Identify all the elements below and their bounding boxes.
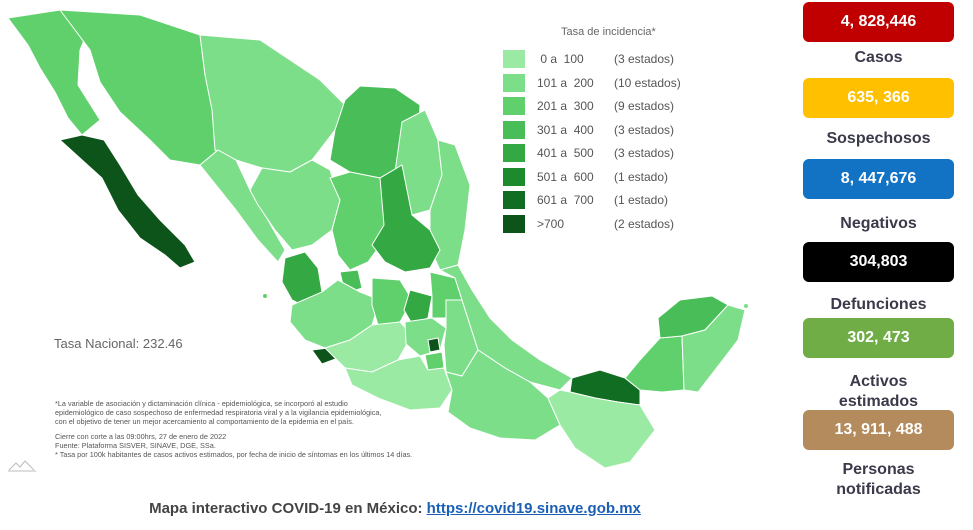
rate-note: * Tasa por 100k habitantes de casos acti… [55,450,413,460]
state-quintana-roo[interactable] [681,304,746,393]
mountain-logo-icon [8,460,36,472]
stat-value-box: 304,803 [803,242,954,282]
stat-value-box: 302, 473 [803,318,954,358]
cutoff-note: Cierre con corte a las 09:00hrs, 27 de e… [55,431,227,441]
mexico-incidence-map [7,9,748,469]
stat-label: Casos [854,49,903,66]
legend-title: Tasa de incidencia* [561,26,656,38]
legend-row: 401 a 500 (3 estados) [503,144,733,164]
state-morelos[interactable] [424,351,445,371]
legend-range: 201 a 300 [537,99,594,113]
legend-swatch [503,214,525,233]
legend-range: 401 a 500 [537,146,594,160]
footer: Mapa interactivo COVID-19 en México: htt… [0,500,790,517]
legend-range: 601 a 700 [537,193,594,207]
legend-row: 0 a 100 (3 estados) [503,50,733,70]
state-san-luis-potosi[interactable] [371,164,441,273]
legend-swatch [503,50,525,68]
legend-count: (9 estados) [614,99,675,113]
footer-link[interactable]: https://covid19.sinave.gob.mx [426,500,641,517]
island-marker [744,304,748,308]
stat-value-box: 13, 911, 488 [803,410,954,450]
legend-row: 201 a 300 (9 estados) [503,97,733,117]
stat-value-box: 4, 828,446 [803,2,954,42]
legend-range: 101 a 200 [537,75,594,90]
legend-row: 101 a 200 (10 estados) [503,73,733,94]
state-campeche[interactable] [624,335,685,393]
stat-label: Personas notificadas [836,461,921,498]
legend-swatch [503,167,525,186]
source-note: Fuente: Plataforma SISVER, SINAVE, DGE, … [55,440,216,450]
state-chihuahua[interactable] [199,34,346,173]
note-line: con el objetivo de tener un mejor acerca… [55,417,354,427]
stat-label: Defunciones [830,296,927,313]
legend-range: 301 a 400 [537,122,594,137]
legend-count: (3 estados) [614,146,675,160]
stat-label: Negativos [840,215,917,232]
stat-value-box: 635, 366 [803,78,954,118]
legend-row: 501 a 600 (1 estado) [503,167,733,188]
footer-text: Mapa interactivo COVID-19 en México: [149,500,427,517]
legend-count: (2 estados) [614,216,675,231]
legend-swatch [503,144,525,162]
island-marker [263,294,267,298]
state-chiapas[interactable] [547,389,656,469]
note-line: *La variable de asociación y dictaminaci… [55,399,348,408]
legend-range: 501 a 600 [537,169,594,184]
legend-swatch [503,191,525,209]
state-baja-california-sur[interactable] [58,134,196,269]
legend-range: 0 a 100 [537,52,584,66]
state-guanajuato[interactable] [371,277,413,326]
stat-label: Sospechosos [826,130,931,147]
notes: *La variable de asociación y dictaminaci… [55,399,455,459]
legend-count: (3 estados) [614,52,675,66]
legend-row: 301 a 400 (3 estados) [503,120,733,141]
legend-row: >700 (2 estados) [503,214,733,235]
stat-value-box: 8, 447,676 [803,159,954,199]
state-durango[interactable] [249,159,341,251]
legend-swatch [503,97,525,115]
legend-row: 601 a 700 (1 estado) [503,191,733,211]
legend-count: (3 estados) [614,122,675,137]
stat-label: Activos estimados [838,373,919,410]
legend-count: (10 estados) [614,75,681,90]
legend-count: (1 estado) [614,193,669,207]
state-sinaloa[interactable] [199,149,286,263]
legend-swatch [503,73,525,92]
note-line: epidemiológico de caso sospechoso de enf… [55,408,382,418]
national-rate: Tasa Nacional: 232.46 [54,336,183,351]
legend-swatch [503,120,525,139]
legend-range: >700 [537,216,565,231]
state-cdmx[interactable] [427,337,441,353]
legend-count: (1 estado) [614,169,669,184]
